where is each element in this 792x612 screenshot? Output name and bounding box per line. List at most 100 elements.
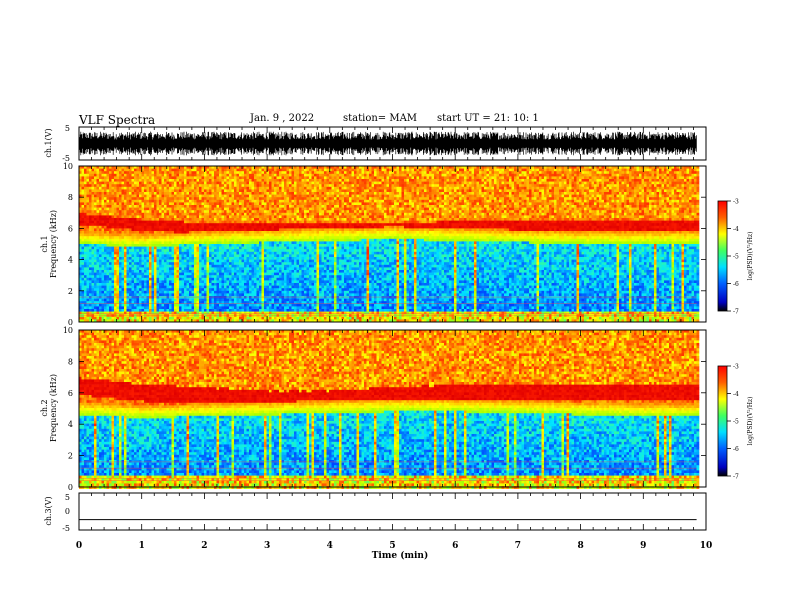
spectrogram-cell xyxy=(174,174,177,177)
spectrogram-cell xyxy=(204,226,207,229)
spectrogram-cell xyxy=(257,176,260,179)
spectrogram-cell xyxy=(239,273,242,276)
spectrogram-cell xyxy=(189,267,192,270)
spectrogram-cell xyxy=(214,218,217,221)
spectrogram-cell xyxy=(167,286,170,289)
spectrogram-cell xyxy=(102,249,105,252)
spectrogram-cell xyxy=(89,244,92,247)
spectrogram-cell xyxy=(194,260,197,263)
spectrogram-cell xyxy=(154,223,157,226)
spectrogram-cell xyxy=(192,223,195,226)
spectrogram-cell xyxy=(147,280,150,283)
spectrogram-cell xyxy=(179,273,182,276)
spectrogram-cell xyxy=(142,280,145,283)
spectrogram-cell xyxy=(82,286,85,289)
spectrogram-cell xyxy=(177,184,180,187)
spectrogram-cell xyxy=(104,236,107,239)
spectrogram-cell xyxy=(164,234,167,237)
spectrogram-cell xyxy=(252,184,255,187)
spectrogram-cell xyxy=(219,312,222,315)
spectrogram-cell xyxy=(132,189,135,192)
spectrogram-cell xyxy=(207,202,210,205)
spectrogram-cell xyxy=(127,192,130,195)
spectrogram-cell xyxy=(157,262,160,265)
spectrogram-cell xyxy=(127,218,130,221)
spectrogram-cell xyxy=(209,241,212,244)
spectrogram-cell xyxy=(257,187,260,190)
spectrogram-cell xyxy=(257,218,260,221)
spectrogram-cell xyxy=(192,270,195,273)
spectrogram-cell xyxy=(252,275,255,278)
spectrogram-cell xyxy=(122,283,125,286)
spectrogram-cell xyxy=(257,174,260,177)
spectrogram-cell xyxy=(229,210,232,213)
spectrogram-cell xyxy=(142,239,145,242)
spectrogram-cell xyxy=(102,171,105,174)
spectrogram-cell xyxy=(252,247,255,250)
spectrogram-cell xyxy=(109,239,112,242)
spectrogram-cell xyxy=(114,278,117,281)
spectrogram-cell xyxy=(124,306,127,309)
spectrogram-cell xyxy=(109,262,112,265)
spectrogram-cell xyxy=(94,283,97,286)
spectrogram-cell xyxy=(259,296,262,299)
spectrogram-cell xyxy=(194,184,197,187)
spectrogram-cell xyxy=(154,234,157,237)
spectrogram-cell xyxy=(174,202,177,205)
spectrogram-cell xyxy=(147,309,150,312)
spectrogram-cell xyxy=(172,184,175,187)
spectrogram-cell xyxy=(199,270,202,273)
spectrogram-cell xyxy=(179,312,182,315)
spectrogram-cell xyxy=(219,270,222,273)
spectrogram-cell xyxy=(177,174,180,177)
spectrogram-cell xyxy=(82,278,85,281)
spectrogram-cell xyxy=(157,312,160,315)
spectrogram-cell xyxy=(214,176,217,179)
spectrogram-cell xyxy=(129,187,132,190)
spectrogram-cell xyxy=(109,197,112,200)
spectrogram-cell xyxy=(234,301,237,304)
spectrogram-cell xyxy=(99,218,102,221)
spectrogram-cell xyxy=(259,208,262,211)
spectrogram-cell xyxy=(239,257,242,260)
spectrogram-cell xyxy=(159,223,162,226)
spectrogram-cell xyxy=(127,296,130,299)
spectrogram-cell xyxy=(142,249,145,252)
spectrogram-cell xyxy=(154,202,157,205)
spectrogram-cell xyxy=(257,213,260,216)
spectrogram-cell xyxy=(257,270,260,273)
spectrogram-cell xyxy=(207,218,210,221)
spectrogram-cell xyxy=(102,215,105,218)
spectrogram-cell xyxy=(227,176,230,179)
spectrogram-cell xyxy=(212,293,215,296)
spectrogram-cell xyxy=(114,265,117,268)
spectrogram-cell xyxy=(117,184,120,187)
spectrogram-cell xyxy=(184,205,187,208)
spectrogram-cell xyxy=(134,265,137,268)
spectrogram-cell xyxy=(212,200,215,203)
spectrogram-cell xyxy=(97,288,100,291)
spectrogram-cell xyxy=(109,252,112,255)
spectrogram-cell xyxy=(197,262,200,265)
spectrogram-cell xyxy=(104,296,107,299)
spectrogram-cell xyxy=(222,223,225,226)
spectrogram-cell xyxy=(82,260,85,263)
spectrogram-cell xyxy=(87,231,90,234)
spectrogram-cell xyxy=(224,174,227,177)
spectrogram-cell xyxy=(184,234,187,237)
spectrogram-cell xyxy=(227,262,230,265)
spectrogram-cell xyxy=(144,189,147,192)
spectrogram-cell xyxy=(249,189,252,192)
spectrogram-cell xyxy=(259,265,262,268)
spectrogram-cell xyxy=(119,247,122,250)
spectrogram-cell xyxy=(87,275,90,278)
spectrogram-cell xyxy=(254,184,257,187)
spectrogram-cell xyxy=(122,249,125,252)
spectrogram-cell xyxy=(207,213,210,216)
spectrogram-cell xyxy=(249,260,252,263)
spectrogram-cell xyxy=(199,189,202,192)
spectrogram-cell xyxy=(109,208,112,211)
spectrogram-cell xyxy=(214,280,217,283)
spectrogram-cell xyxy=(249,205,252,208)
spectrogram-cell xyxy=(234,286,237,289)
